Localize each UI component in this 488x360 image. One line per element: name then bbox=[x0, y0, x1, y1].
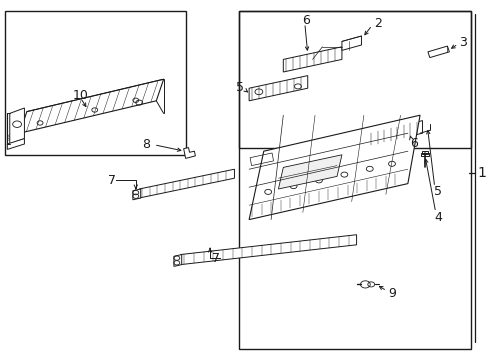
Bar bbox=[239, 11, 470, 148]
Polygon shape bbox=[283, 47, 341, 72]
Polygon shape bbox=[183, 148, 195, 158]
Text: 7: 7 bbox=[108, 174, 116, 186]
Bar bbox=[5, 11, 185, 155]
Text: 1: 1 bbox=[477, 166, 486, 180]
Polygon shape bbox=[181, 235, 356, 265]
Polygon shape bbox=[10, 108, 24, 144]
Text: 5: 5 bbox=[433, 185, 441, 198]
Text: 9: 9 bbox=[387, 287, 395, 300]
Text: 10: 10 bbox=[72, 89, 88, 102]
Polygon shape bbox=[341, 36, 361, 50]
Polygon shape bbox=[278, 155, 341, 189]
Text: 7: 7 bbox=[212, 252, 220, 265]
Bar bbox=[239, 11, 470, 349]
Text: 5: 5 bbox=[236, 81, 244, 94]
Polygon shape bbox=[248, 115, 419, 220]
Polygon shape bbox=[7, 139, 24, 149]
Polygon shape bbox=[427, 46, 448, 58]
Bar bbox=[420, 153, 428, 156]
Text: 8: 8 bbox=[142, 138, 149, 150]
Text: 6: 6 bbox=[301, 14, 309, 27]
Polygon shape bbox=[248, 76, 307, 101]
Polygon shape bbox=[139, 169, 234, 198]
Polygon shape bbox=[368, 121, 422, 146]
Text: 2: 2 bbox=[373, 17, 381, 30]
Text: 3: 3 bbox=[458, 36, 466, 49]
Polygon shape bbox=[20, 79, 163, 133]
Bar bbox=[421, 151, 427, 154]
Polygon shape bbox=[174, 255, 182, 266]
Text: 6: 6 bbox=[409, 137, 417, 150]
Polygon shape bbox=[133, 189, 141, 200]
Text: 4: 4 bbox=[434, 211, 442, 224]
